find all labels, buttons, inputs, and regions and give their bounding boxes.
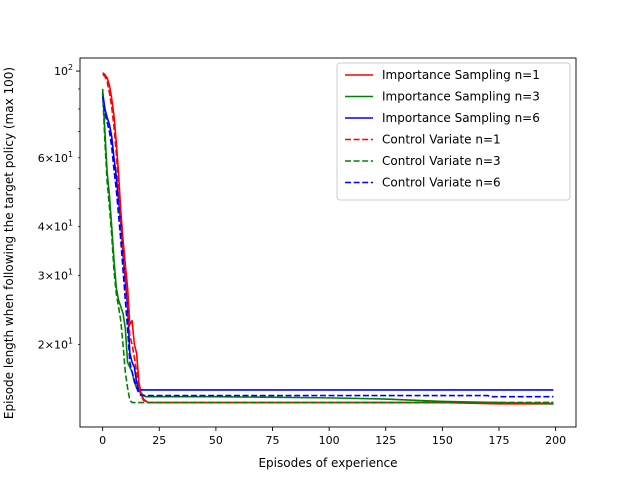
series-line-5 [101, 92, 554, 404]
x-tick-label: 125 [375, 434, 396, 447]
y-tick-label: 6×101 [38, 150, 73, 165]
x-tick-label: 150 [432, 434, 453, 447]
series-line-6 [101, 96, 554, 398]
y-tick-label: 2×101 [38, 336, 73, 351]
x-tick-label: 75 [266, 434, 280, 447]
x-tick-label: 100 [319, 434, 340, 447]
legend-label: Control Variate n=6 [382, 176, 501, 190]
legend-label: Importance Sampling n=1 [382, 68, 540, 82]
legend-label: Importance Sampling n=6 [382, 111, 540, 125]
legend-box [336, 62, 571, 201]
y-tick-label: 102 [54, 63, 73, 78]
x-tick-label: 175 [488, 434, 509, 447]
plot-lines [101, 72, 554, 405]
x-axis-label: Episodes of experience [258, 456, 397, 470]
legend: Importance Sampling n=1 Importance Sampli… [336, 62, 571, 201]
series-line-4 [102, 73, 554, 404]
axis-ticks: 0 25 50 75 100 125 150 175 200 102 2×101 3×101 4×101… [38, 63, 566, 447]
x-tick-label: 0 [99, 434, 106, 447]
series-line-1 [102, 72, 554, 405]
legend-label: Control Variate n=3 [382, 154, 501, 168]
x-tick-label: 200 [545, 434, 566, 447]
legend-label: Importance Sampling n=3 [382, 90, 540, 104]
y-axis-label: Episode length when following the target… [2, 67, 16, 419]
legend-label: Control Variate n=1 [382, 133, 501, 147]
x-tick-label: 25 [152, 434, 166, 447]
y-tick-label: 3×101 [38, 268, 73, 283]
x-tick-label: 50 [209, 434, 223, 447]
plot-frame [79, 57, 577, 428]
y-tick-label: 4×101 [38, 219, 73, 234]
